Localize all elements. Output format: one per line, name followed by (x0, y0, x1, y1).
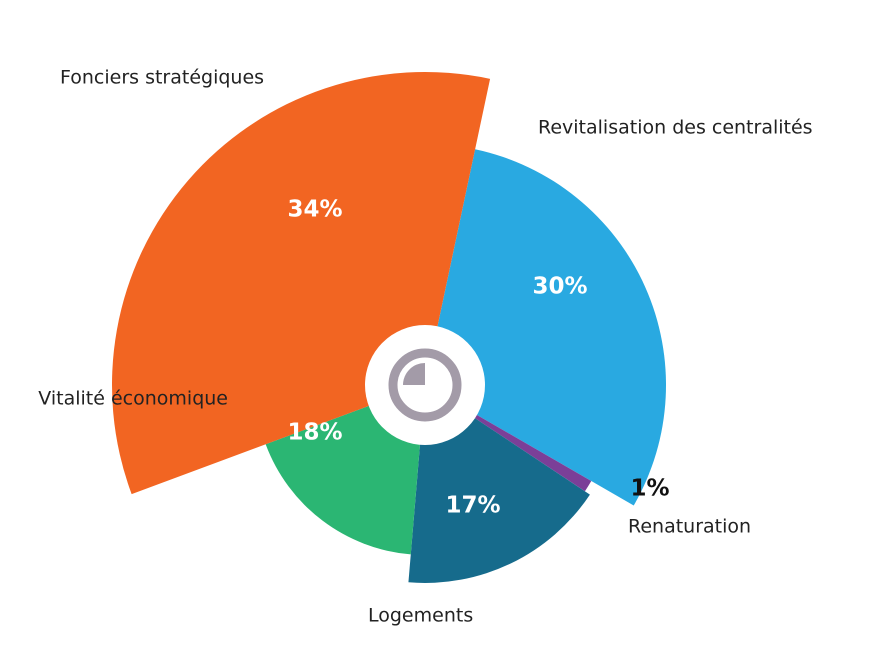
value-label: 34% (287, 197, 342, 223)
category-label: Revitalisation des centralités (538, 117, 813, 139)
value-label: 1% (630, 476, 669, 502)
center-icon (403, 363, 425, 385)
value-label: 18% (287, 420, 342, 446)
category-label: Vitalité économique (38, 388, 228, 410)
labels: 30% Revitalisation des centralités 1% Renat… (38, 67, 812, 627)
slice (425, 149, 666, 506)
category-label: Fonciers stratégiques (60, 67, 264, 89)
value-label: 17% (445, 493, 500, 519)
category-label: Renaturation (628, 516, 751, 538)
value-label: 30% (532, 274, 587, 300)
center-icon (388, 348, 462, 422)
category-label: Logements (368, 605, 473, 627)
slices (112, 71, 666, 584)
